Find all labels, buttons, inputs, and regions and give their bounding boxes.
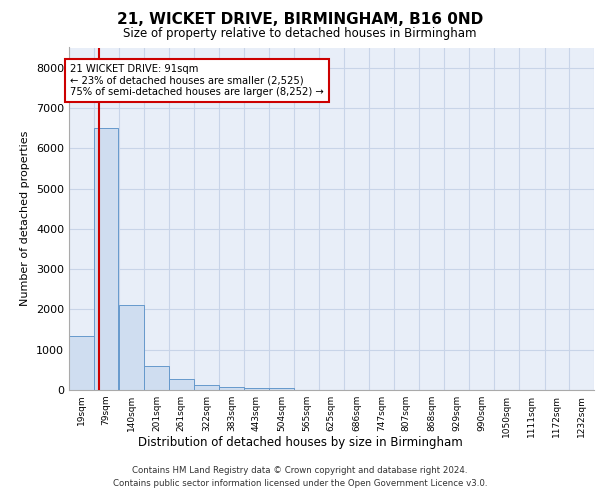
Text: Distribution of detached houses by size in Birmingham: Distribution of detached houses by size …	[137, 436, 463, 449]
Text: 21 WICKET DRIVE: 91sqm
← 23% of detached houses are smaller (2,525)
75% of semi-: 21 WICKET DRIVE: 91sqm ← 23% of detached…	[70, 64, 323, 97]
Text: Size of property relative to detached houses in Birmingham: Size of property relative to detached ho…	[123, 28, 477, 40]
Text: Contains HM Land Registry data © Crown copyright and database right 2024.
Contai: Contains HM Land Registry data © Crown c…	[113, 466, 487, 487]
Y-axis label: Number of detached properties: Number of detached properties	[20, 131, 31, 306]
Text: 21, WICKET DRIVE, BIRMINGHAM, B16 0ND: 21, WICKET DRIVE, BIRMINGHAM, B16 0ND	[117, 12, 483, 28]
